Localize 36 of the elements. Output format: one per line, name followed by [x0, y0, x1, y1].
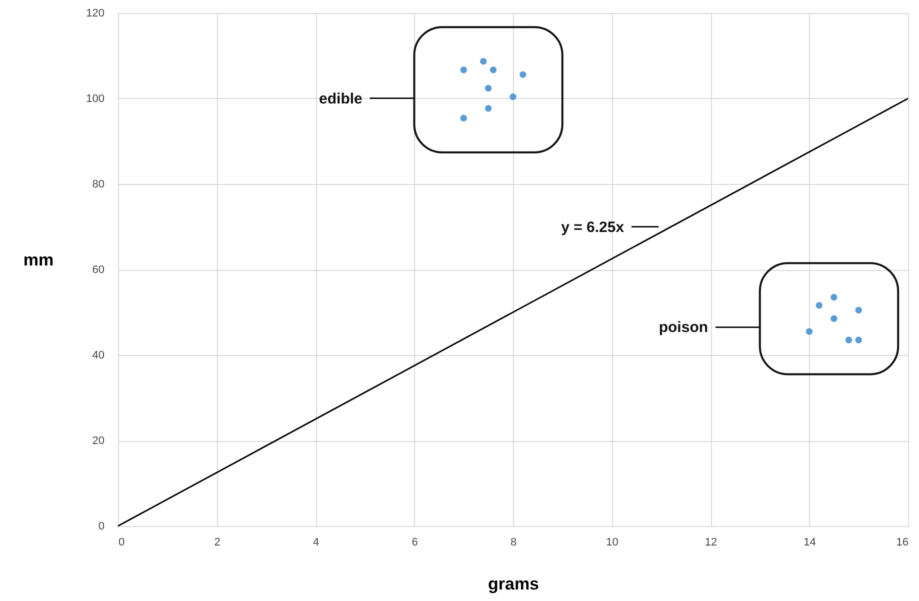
point [490, 66, 497, 74]
point [855, 306, 862, 314]
point [806, 328, 813, 335]
x-tick-label: 0 [118, 536, 125, 548]
point [484, 84, 492, 92]
x-tick-label: 14 [804, 536, 816, 548]
x-tick-label: 8 [510, 536, 517, 548]
y-tick-label: 20 [92, 435, 104, 447]
point [520, 71, 526, 78]
y-tick-label: 60 [92, 264, 104, 276]
y-tick-label: 120 [86, 8, 104, 20]
point [484, 104, 492, 112]
point [510, 93, 516, 100]
x-tick-label: 2 [214, 536, 220, 548]
x-tick-label: 4 [312, 536, 320, 548]
point [845, 336, 852, 344]
y-tick-label: 80 [92, 178, 104, 190]
point [460, 114, 467, 122]
x-tick-label: 6 [412, 536, 418, 548]
y-tick-label: 100 [86, 93, 104, 105]
y-tick-label: 0 [98, 520, 104, 532]
annotation: poison [658, 319, 708, 336]
x-tick-label: 10 [606, 536, 618, 548]
point [480, 58, 487, 65]
annotation: edible [319, 90, 362, 108]
point [830, 315, 838, 322]
y-tick-label: 40 [92, 350, 104, 362]
x-tick-label: 16 [896, 536, 908, 548]
x-axis-title: grams [488, 574, 540, 594]
point [816, 302, 822, 309]
point [830, 294, 838, 301]
point [460, 66, 467, 74]
series-label: y = 6.25x [561, 218, 625, 236]
y-axis-title: mm [23, 250, 54, 270]
point [855, 336, 862, 344]
x-tick-label: 12 [704, 536, 718, 548]
